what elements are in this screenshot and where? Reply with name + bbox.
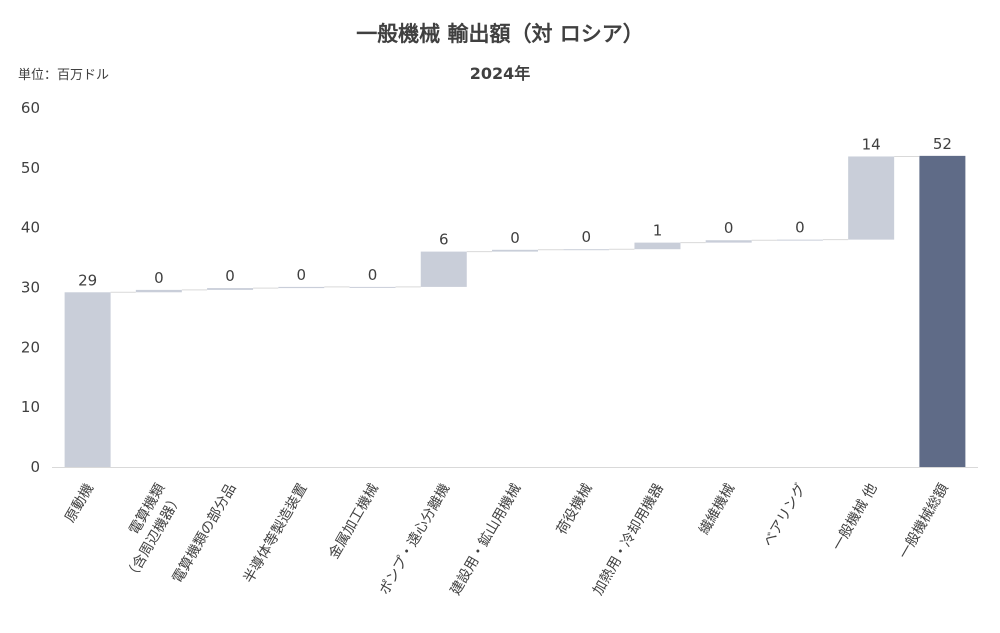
- x-tick-label: 繊維機械: [696, 481, 738, 537]
- waterfall-bar: [278, 286, 325, 289]
- data-label: 14: [862, 135, 881, 153]
- data-label: 0: [795, 219, 805, 237]
- waterfall-bar: [420, 251, 467, 287]
- waterfall-bar: [705, 240, 752, 243]
- x-tick-label: 電算機類（含周辺機器）: [105, 481, 185, 584]
- data-label: 0: [225, 267, 235, 285]
- x-tick-label: 原動機: [62, 481, 97, 525]
- data-label: 0: [510, 229, 520, 247]
- waterfall-bar: [563, 249, 610, 251]
- waterfall-bar: [848, 156, 895, 240]
- waterfall-bar: [135, 289, 182, 293]
- waterfall-bar: [634, 242, 681, 250]
- data-label: 0: [368, 266, 378, 284]
- y-tick-label: 30: [21, 279, 40, 297]
- y-tick-label: 10: [21, 398, 40, 416]
- waterfall-bar: [64, 292, 111, 467]
- unit-label: 単位：百万ドル: [18, 68, 110, 83]
- x-tick-label: 半導体等製造装置: [240, 481, 311, 586]
- x-tick-label: 一般機械 他: [830, 481, 881, 553]
- x-tick-label: 一般機械総額: [896, 481, 952, 562]
- waterfall-bar: [776, 239, 823, 241]
- y-tick-label: 0: [30, 458, 40, 476]
- data-label: 0: [581, 228, 591, 246]
- waterfall-bar: [919, 155, 966, 467]
- data-label: 1: [653, 222, 663, 240]
- data-label: 29: [78, 271, 97, 289]
- x-tick-label: ベアリング: [761, 481, 810, 550]
- waterfall-bar: [207, 288, 254, 290]
- y-tick-label: 50: [21, 159, 40, 177]
- x-tick-label: ポンプ・遠心分離機: [376, 481, 454, 598]
- data-label: 52: [933, 135, 952, 153]
- y-tick-label: 20: [21, 338, 40, 356]
- data-label: 0: [154, 269, 164, 287]
- chart-subtitle: 2024年: [469, 64, 531, 83]
- data-label: 0: [297, 266, 307, 284]
- waterfall-bar: [349, 286, 396, 288]
- y-tick-label: 40: [21, 219, 40, 237]
- x-tick-label: 加熱用・冷却用機器: [590, 481, 667, 598]
- chart-title: 一般機械 輸出額（対 ロシア）: [356, 22, 644, 46]
- x-tick-label: 荷役機械: [554, 481, 596, 537]
- data-label: 0: [724, 219, 734, 237]
- data-label: 6: [439, 231, 449, 249]
- y-tick-label: 60: [21, 99, 40, 117]
- x-tick-label: 建設用・鉱山用機械: [447, 481, 525, 599]
- x-tick-label: 金属加工機械: [326, 481, 382, 562]
- waterfall-bar: [492, 249, 538, 252]
